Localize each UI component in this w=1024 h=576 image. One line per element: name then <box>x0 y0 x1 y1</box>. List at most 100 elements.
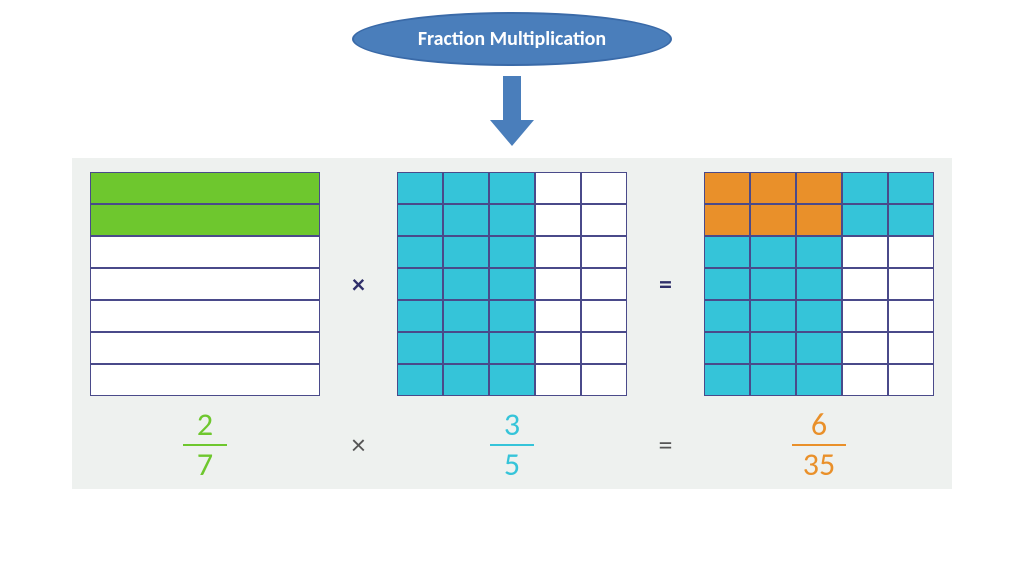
grid-cell <box>489 268 535 300</box>
grid-cell <box>443 172 489 204</box>
grid-cell <box>397 172 443 204</box>
grid-cell <box>535 236 581 268</box>
grid-cell <box>796 332 842 364</box>
grid-cell <box>397 236 443 268</box>
grid-cell <box>443 300 489 332</box>
grid-cell <box>704 364 750 396</box>
grid-cell <box>750 300 796 332</box>
arrow-head <box>490 120 534 146</box>
grid-cell <box>443 268 489 300</box>
grid-cell <box>750 364 796 396</box>
grid-cell <box>750 204 796 236</box>
fraction-grid-3 <box>704 172 934 396</box>
grid-cell <box>489 204 535 236</box>
title-text: Fraction Multiplication <box>418 27 606 51</box>
grid-cell <box>535 204 581 236</box>
grid-cell <box>489 332 535 364</box>
grid-cell <box>704 236 750 268</box>
grid-cell <box>750 172 796 204</box>
multiply-symbol-eq: × <box>339 427 379 462</box>
grid-cell <box>888 268 934 300</box>
grid-cell <box>888 364 934 396</box>
grid-cell <box>888 204 934 236</box>
numerator: 2 <box>197 408 213 442</box>
grid-cell <box>443 236 489 268</box>
grid-cell <box>750 268 796 300</box>
grid-cell <box>90 236 320 268</box>
grid-cell <box>581 364 627 396</box>
fraction-grid-1 <box>90 172 320 396</box>
grid-cell <box>397 364 443 396</box>
denominator: 35 <box>803 448 835 482</box>
grid-cell <box>397 204 443 236</box>
grid-cell <box>443 204 489 236</box>
equation-row: 2 7 × 3 5 = 6 35 <box>90 408 934 481</box>
grid-cell <box>842 364 888 396</box>
fraction-1: 2 7 <box>183 408 227 481</box>
numerator: 6 <box>811 408 827 442</box>
grids-row: × = <box>90 172 934 396</box>
grid-cell <box>842 268 888 300</box>
grid-cell <box>842 204 888 236</box>
grid-cell <box>581 236 627 268</box>
grid-cell <box>704 204 750 236</box>
fraction-result: 6 35 <box>792 408 846 481</box>
grid-cell <box>796 204 842 236</box>
grid-cell <box>796 236 842 268</box>
grid-cell <box>535 300 581 332</box>
fraction-2: 3 5 <box>490 408 534 481</box>
grid-cell <box>90 300 320 332</box>
grid-cell <box>443 332 489 364</box>
grid-cell <box>842 300 888 332</box>
grid-cell <box>90 204 320 236</box>
grid-cell <box>535 268 581 300</box>
grid-cell <box>397 300 443 332</box>
grid-cell <box>796 300 842 332</box>
grid-cell <box>796 364 842 396</box>
grid-cell <box>581 172 627 204</box>
grid-cell <box>888 236 934 268</box>
grid-cell <box>443 364 489 396</box>
grid-cell <box>888 172 934 204</box>
grid-cell <box>796 172 842 204</box>
grid-cell <box>704 172 750 204</box>
grid-cell <box>90 364 320 396</box>
grid-cell <box>581 332 627 364</box>
grid-cell <box>489 300 535 332</box>
grid-cell <box>888 300 934 332</box>
grid-cell <box>796 268 842 300</box>
grid-cell <box>397 332 443 364</box>
grid-cell <box>704 332 750 364</box>
equals-symbol: = <box>646 268 686 300</box>
grid-cell <box>397 268 443 300</box>
grid-cell <box>750 332 796 364</box>
grid-cell <box>535 172 581 204</box>
grid-cell <box>90 172 320 204</box>
equals-symbol-eq: = <box>646 427 686 462</box>
grid-cell <box>535 332 581 364</box>
grid-cell <box>842 172 888 204</box>
grid-cell <box>489 236 535 268</box>
denominator: 7 <box>197 448 213 482</box>
title-ellipse: Fraction Multiplication <box>352 12 672 66</box>
grid-cell <box>90 332 320 364</box>
denominator: 5 <box>504 448 520 482</box>
multiply-symbol: × <box>339 268 379 300</box>
arrow-shaft <box>503 76 521 120</box>
grid-cell <box>842 332 888 364</box>
grid-cell <box>842 236 888 268</box>
grid-cell <box>888 332 934 364</box>
grid-cell <box>750 236 796 268</box>
down-arrow-icon <box>490 76 534 146</box>
grid-cell <box>581 300 627 332</box>
grid-cell <box>489 364 535 396</box>
grid-cell <box>90 268 320 300</box>
diagram-panel: × = 2 7 × 3 5 = 6 35 <box>72 158 952 489</box>
grid-cell <box>581 268 627 300</box>
grid-cell <box>704 268 750 300</box>
grid-cell <box>535 364 581 396</box>
grid-cell <box>581 204 627 236</box>
grid-cell <box>704 300 750 332</box>
grid-cell <box>489 172 535 204</box>
numerator: 3 <box>504 408 520 442</box>
